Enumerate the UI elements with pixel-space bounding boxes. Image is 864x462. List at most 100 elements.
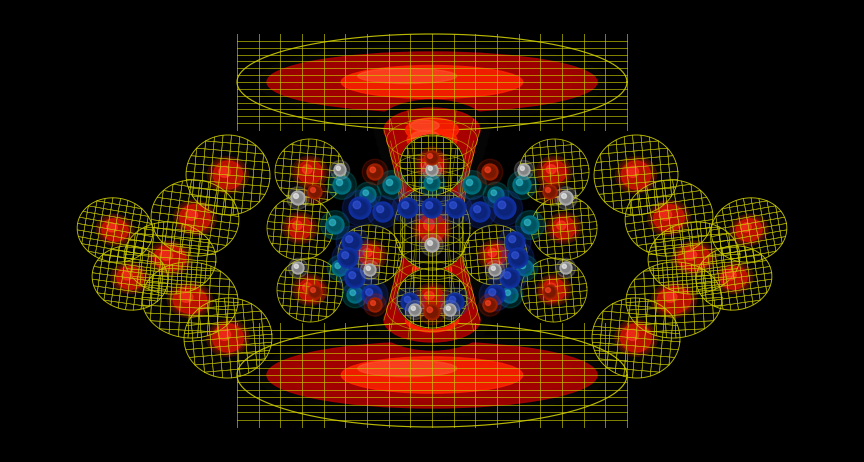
- Ellipse shape: [417, 203, 437, 211]
- Ellipse shape: [478, 240, 512, 270]
- Ellipse shape: [291, 354, 573, 396]
- Ellipse shape: [405, 308, 459, 332]
- Circle shape: [392, 192, 424, 224]
- Ellipse shape: [287, 62, 577, 102]
- Circle shape: [333, 176, 351, 194]
- Ellipse shape: [678, 245, 710, 271]
- Circle shape: [349, 272, 356, 279]
- Ellipse shape: [390, 177, 474, 223]
- Circle shape: [366, 266, 374, 274]
- Ellipse shape: [424, 292, 434, 300]
- Circle shape: [562, 264, 567, 268]
- Ellipse shape: [392, 272, 472, 308]
- Circle shape: [304, 181, 327, 203]
- Ellipse shape: [719, 265, 749, 291]
- Circle shape: [402, 294, 418, 310]
- Ellipse shape: [257, 44, 607, 120]
- Circle shape: [402, 202, 414, 214]
- Ellipse shape: [536, 156, 572, 188]
- Ellipse shape: [390, 130, 474, 170]
- Circle shape: [294, 194, 298, 199]
- Circle shape: [427, 178, 437, 188]
- Ellipse shape: [482, 243, 508, 267]
- Circle shape: [339, 262, 371, 294]
- Ellipse shape: [626, 166, 638, 177]
- Ellipse shape: [168, 282, 213, 318]
- Circle shape: [346, 236, 353, 243]
- Circle shape: [445, 305, 455, 315]
- Ellipse shape: [413, 291, 438, 301]
- Circle shape: [514, 160, 534, 180]
- Circle shape: [421, 234, 443, 256]
- Ellipse shape: [400, 135, 464, 195]
- Ellipse shape: [374, 100, 490, 160]
- Ellipse shape: [543, 279, 566, 301]
- Ellipse shape: [400, 225, 464, 255]
- Circle shape: [518, 165, 530, 175]
- Ellipse shape: [407, 129, 457, 151]
- Ellipse shape: [415, 222, 449, 238]
- Circle shape: [426, 177, 438, 189]
- Circle shape: [487, 287, 503, 303]
- Circle shape: [546, 188, 555, 196]
- Circle shape: [490, 189, 502, 201]
- Ellipse shape: [413, 182, 451, 199]
- Circle shape: [355, 182, 381, 208]
- Circle shape: [504, 272, 511, 279]
- Circle shape: [511, 252, 524, 264]
- Circle shape: [520, 263, 530, 273]
- Ellipse shape: [406, 159, 458, 181]
- Circle shape: [483, 298, 497, 312]
- Ellipse shape: [414, 292, 450, 308]
- Circle shape: [424, 201, 440, 215]
- Circle shape: [562, 264, 569, 272]
- Ellipse shape: [732, 216, 766, 244]
- Circle shape: [448, 201, 463, 215]
- Circle shape: [294, 263, 302, 273]
- Circle shape: [428, 241, 433, 245]
- Circle shape: [371, 301, 376, 305]
- Circle shape: [403, 295, 416, 309]
- Ellipse shape: [291, 64, 573, 100]
- Ellipse shape: [546, 165, 556, 174]
- Ellipse shape: [386, 156, 478, 204]
- Ellipse shape: [416, 213, 448, 226]
- Ellipse shape: [411, 301, 439, 311]
- Ellipse shape: [730, 214, 768, 246]
- Circle shape: [411, 306, 419, 314]
- Ellipse shape: [410, 161, 454, 179]
- Ellipse shape: [293, 221, 302, 230]
- Circle shape: [294, 194, 302, 202]
- Circle shape: [497, 282, 523, 308]
- Ellipse shape: [412, 231, 452, 249]
- Ellipse shape: [419, 245, 445, 255]
- Ellipse shape: [99, 217, 130, 243]
- Ellipse shape: [341, 357, 523, 393]
- Ellipse shape: [277, 258, 343, 322]
- Circle shape: [311, 288, 320, 297]
- Ellipse shape: [651, 282, 696, 318]
- Ellipse shape: [540, 159, 569, 185]
- Ellipse shape: [338, 225, 402, 285]
- Circle shape: [336, 166, 344, 174]
- Circle shape: [370, 167, 376, 173]
- Ellipse shape: [409, 260, 455, 280]
- Circle shape: [489, 289, 501, 301]
- Circle shape: [423, 199, 441, 217]
- Circle shape: [352, 200, 368, 216]
- Ellipse shape: [92, 246, 168, 310]
- Ellipse shape: [186, 210, 198, 220]
- Circle shape: [292, 192, 304, 204]
- Circle shape: [336, 179, 343, 186]
- Ellipse shape: [672, 241, 716, 275]
- Circle shape: [361, 188, 375, 202]
- Circle shape: [509, 236, 516, 243]
- Circle shape: [353, 201, 361, 209]
- Ellipse shape: [404, 148, 460, 172]
- Circle shape: [374, 203, 391, 221]
- Circle shape: [499, 226, 531, 258]
- Circle shape: [491, 266, 499, 274]
- Circle shape: [539, 281, 562, 303]
- Circle shape: [321, 211, 349, 239]
- Circle shape: [489, 188, 503, 202]
